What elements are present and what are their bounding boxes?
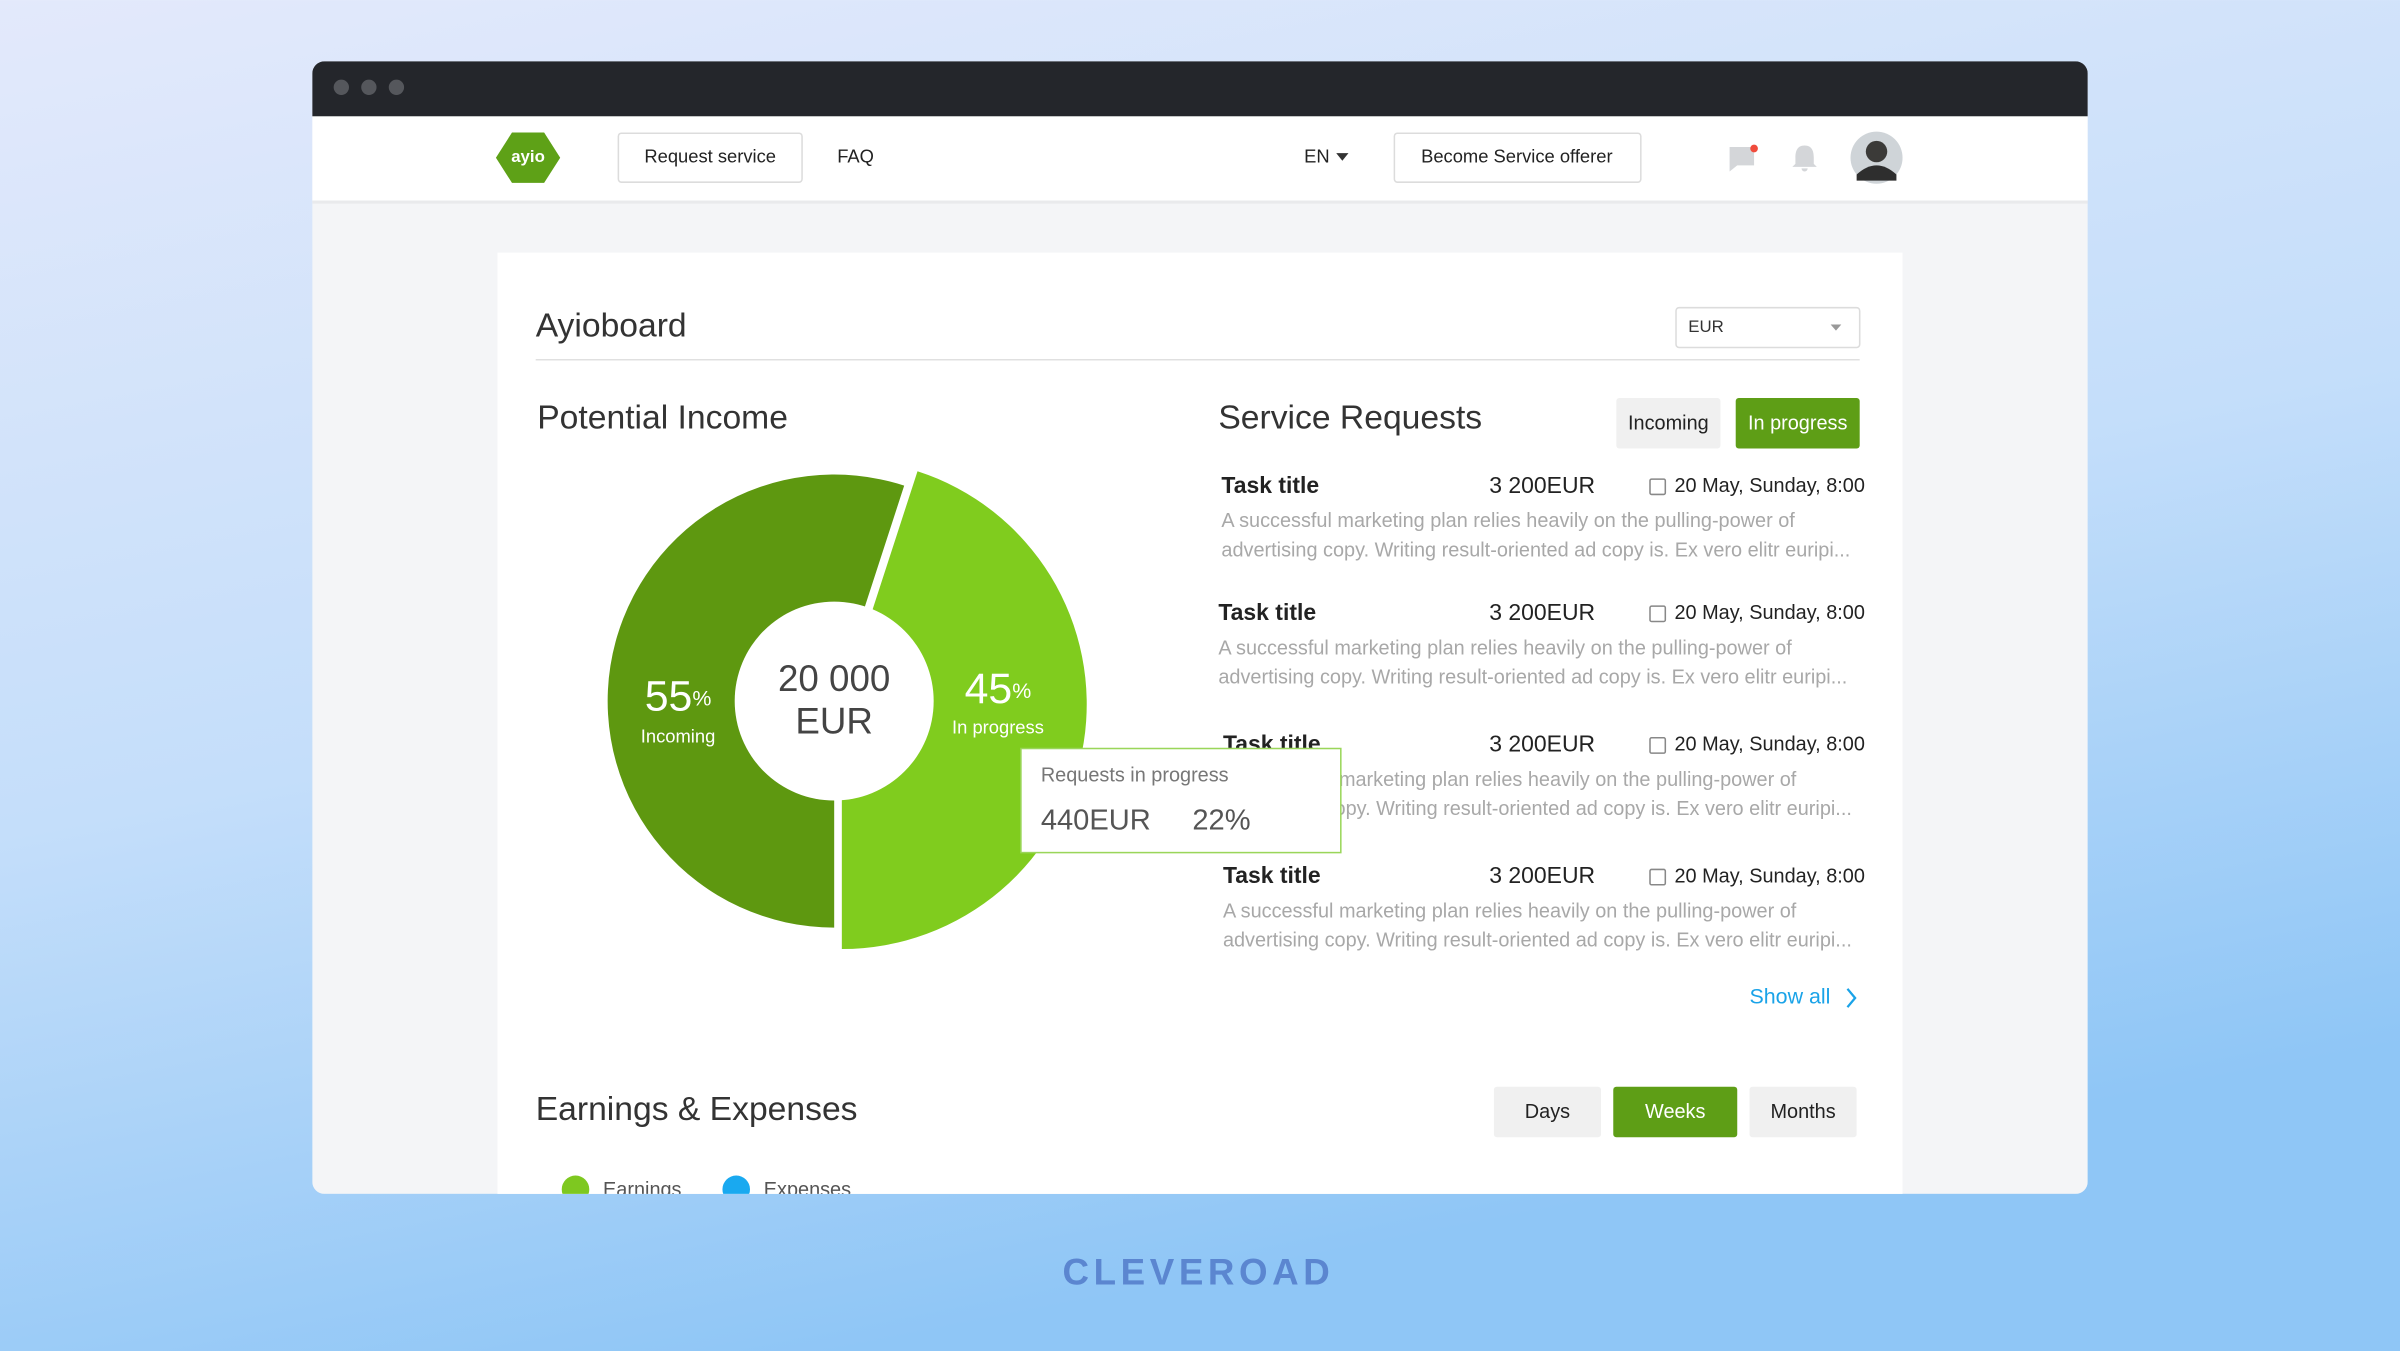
tab-label[interactable]: Incoming bbox=[1628, 412, 1709, 434]
task-description: advertising copy. Writing result-oriente… bbox=[1223, 798, 1852, 820]
section-title: Service Requests bbox=[1218, 399, 1482, 436]
nav-button[interactable] bbox=[1393, 132, 1642, 183]
task-amount: 3 200EUR bbox=[1489, 862, 1595, 888]
dropdown-arrow bbox=[1336, 153, 1349, 161]
task-amount: 3 200EUR bbox=[1489, 599, 1595, 625]
board-title: Ayioboard bbox=[536, 307, 687, 344]
donut-hole bbox=[734, 601, 934, 801]
task-description: advertising copy. Writing result-oriente… bbox=[1218, 666, 1847, 688]
section-title: Potential Income bbox=[537, 399, 788, 436]
task-date: 20 May, Sunday, 8:00 bbox=[1674, 865, 1864, 887]
nav-button[interactable] bbox=[617, 132, 803, 183]
task-description: advertising copy. Writing result-oriente… bbox=[1221, 539, 1850, 561]
task-title[interactable]: Task title bbox=[1221, 472, 1319, 498]
chevron bbox=[1846, 988, 1857, 1008]
segment-label: Incoming bbox=[641, 726, 716, 747]
window-dot bbox=[361, 79, 377, 95]
nav-shadow bbox=[312, 200, 2088, 204]
period-button[interactable] bbox=[1749, 1086, 1857, 1138]
title-bar bbox=[312, 61, 2088, 117]
task-date: 20 May, Sunday, 8:00 bbox=[1674, 475, 1864, 497]
language[interactable]: EN bbox=[1304, 146, 1330, 167]
logo-text[interactable]: ayio bbox=[511, 147, 545, 166]
task-amount: 3 200EUR bbox=[1489, 731, 1595, 757]
period-button[interactable] bbox=[1493, 1086, 1602, 1138]
calendar-icon bbox=[1649, 868, 1667, 886]
cta[interactable]: Become Service offerer bbox=[1421, 146, 1613, 167]
show-all[interactable]: Show all bbox=[1749, 985, 1830, 1009]
nav-link[interactable]: FAQ bbox=[837, 146, 874, 167]
select-arrow bbox=[1830, 324, 1842, 331]
tooltip-share: 22% bbox=[1192, 805, 1250, 837]
tooltip bbox=[1020, 747, 1342, 854]
calendar-icon bbox=[1649, 737, 1667, 754]
task-amount: 3 200EUR bbox=[1489, 472, 1595, 498]
period-label[interactable]: Months bbox=[1770, 1101, 1835, 1123]
nav-link[interactable]: Request service bbox=[644, 146, 776, 167]
task-description: A successful marketing plan relies heavi… bbox=[1221, 510, 1795, 532]
content: ayio Request service FAQ EN Become Service o… bbox=[495, 131, 1903, 1201]
task-description: A successful marketing plan relies heavi… bbox=[1223, 901, 1797, 923]
calendar-icon bbox=[1649, 605, 1667, 623]
calendar-icon bbox=[1649, 478, 1667, 496]
currency[interactable]: EUR bbox=[1688, 317, 1724, 336]
task-description: advertising copy. Writing result-oriente… bbox=[1223, 930, 1852, 952]
period-button[interactable] bbox=[1613, 1086, 1738, 1138]
chat-badge bbox=[1750, 144, 1758, 153]
avatar-body bbox=[1856, 165, 1897, 181]
legend-swatch bbox=[722, 1175, 750, 1194]
segment-percent: 45% bbox=[965, 665, 1032, 713]
logo-hex[interactable] bbox=[495, 132, 561, 183]
browser-window: ayio Request service FAQ EN Become Service o… bbox=[312, 61, 2088, 1201]
task-title[interactable]: Task title bbox=[1223, 862, 1321, 888]
brand: CLEVEROAD bbox=[1063, 1252, 1335, 1293]
tooltip-title: Requests in progress bbox=[1041, 764, 1229, 786]
avatar-face bbox=[1865, 140, 1888, 163]
segment-unit: % bbox=[1012, 679, 1031, 703]
tooltip-amount: 440EUR bbox=[1041, 805, 1151, 837]
period-label[interactable]: Weeks bbox=[1645, 1101, 1705, 1123]
task-title[interactable]: Task title bbox=[1218, 599, 1316, 625]
task-date: 20 May, Sunday, 8:00 bbox=[1674, 734, 1864, 756]
segment-percent: 55% bbox=[645, 673, 712, 721]
currency-select[interactable] bbox=[1675, 306, 1861, 349]
footer: CLEVEROAD bbox=[1063, 1252, 1335, 1293]
nav-bar bbox=[312, 116, 2088, 201]
tab[interactable] bbox=[1735, 398, 1860, 449]
segment-value: 45 bbox=[965, 665, 1013, 713]
tab-label[interactable]: In progress bbox=[1748, 412, 1847, 434]
section-title: Earnings & Expenses bbox=[536, 1091, 858, 1128]
window-dot bbox=[333, 79, 349, 95]
period-label[interactable]: Days bbox=[1525, 1101, 1570, 1123]
bell-icon[interactable] bbox=[1792, 145, 1817, 172]
segment-unit: % bbox=[692, 686, 711, 710]
donut-total-unit: EUR bbox=[795, 701, 873, 742]
legend-label: Expenses bbox=[764, 1179, 851, 1201]
tab[interactable] bbox=[1616, 398, 1721, 449]
chat-icon[interactable] bbox=[1729, 146, 1755, 172]
task-date: 20 May, Sunday, 8:00 bbox=[1674, 602, 1864, 624]
segment-value: 55 bbox=[645, 673, 693, 721]
segment-label: In progress bbox=[952, 716, 1044, 737]
legend-swatch bbox=[561, 1175, 590, 1194]
task-description: A successful marketing plan relies heavi… bbox=[1223, 769, 1797, 791]
legend-label: Earnings bbox=[603, 1179, 682, 1201]
window-dot bbox=[388, 79, 405, 95]
donut-total: 20 000 bbox=[778, 658, 890, 699]
task-description: A successful marketing plan relies heavi… bbox=[1218, 637, 1792, 659]
